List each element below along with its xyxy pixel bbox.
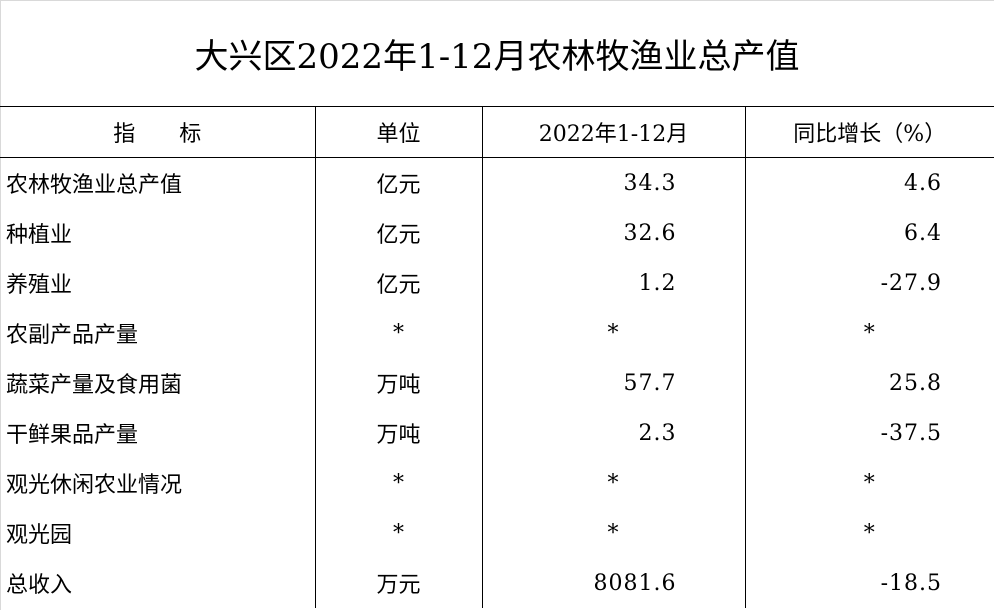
row-value[interactable]: 57.7 bbox=[481, 358, 745, 408]
table-row: 蔬菜产量及食用菌 万吨 57.7 25.8 bbox=[0, 358, 994, 408]
header-indicator-char-1: 指 bbox=[113, 122, 136, 147]
table-row: 种植业 亿元 32.6 6.4 bbox=[0, 208, 994, 258]
row-unit[interactable]: 亿元 bbox=[314, 157, 482, 208]
row-yoy[interactable]: 6.4 bbox=[744, 208, 994, 258]
row-value[interactable]: * bbox=[481, 458, 745, 508]
row-unit[interactable]: 万吨 bbox=[314, 408, 482, 458]
row-value[interactable]: 32.6 bbox=[481, 208, 745, 258]
table-row: 观光园 * * * bbox=[0, 508, 994, 558]
row-unit[interactable]: 万元 bbox=[314, 558, 482, 608]
table-row: 养殖业 亿元 1.2 -27.9 bbox=[0, 258, 994, 308]
row-yoy[interactable]: -18.5 bbox=[744, 558, 994, 608]
row-yoy[interactable]: * bbox=[744, 508, 994, 558]
data-table: 指标 单位 2022年1-12月 同比增长（%） 农林牧渔业总产值 亿元 34.… bbox=[0, 106, 994, 608]
row-yoy[interactable]: * bbox=[744, 308, 994, 358]
table-row: 农林牧渔业总产值 亿元 34.3 4.6 bbox=[0, 157, 994, 208]
row-label[interactable]: 农林牧渔业总产值 bbox=[6, 173, 183, 198]
sheet-top-gridline bbox=[0, 0, 994, 1]
row-unit[interactable]: * bbox=[314, 458, 482, 508]
table-row: 干鲜果品产量 万吨 2.3 -37.5 bbox=[0, 408, 994, 458]
row-yoy[interactable]: * bbox=[744, 458, 994, 508]
row-yoy[interactable]: -27.9 bbox=[744, 258, 994, 308]
row-unit[interactable]: 万吨 bbox=[314, 358, 482, 408]
header-unit[interactable]: 单位 bbox=[314, 106, 482, 158]
row-label[interactable]: 总收入 bbox=[6, 573, 73, 598]
row-unit[interactable]: 亿元 bbox=[314, 208, 482, 258]
header-indicator[interactable]: 指标 bbox=[0, 106, 315, 158]
header-yoy[interactable]: 同比增长（%） bbox=[744, 106, 994, 158]
header-indicator-char-2: 标 bbox=[179, 122, 202, 147]
header-row: 指标 单位 2022年1-12月 同比增长（%） bbox=[0, 106, 994, 158]
row-label[interactable]: 观光园 bbox=[6, 523, 73, 548]
sheet-left-gridline bbox=[0, 0, 1, 610]
row-unit[interactable]: * bbox=[314, 508, 482, 558]
header-period[interactable]: 2022年1-12月 bbox=[481, 106, 745, 158]
table-row: 总收入 万元 8081.6 -18.5 bbox=[0, 558, 994, 608]
row-value[interactable]: * bbox=[481, 508, 745, 558]
row-label[interactable]: 蔬菜产量及食用菌 bbox=[6, 373, 183, 398]
table-row: 观光休闲农业情况 * * * bbox=[0, 458, 994, 508]
row-unit[interactable]: 亿元 bbox=[314, 258, 482, 308]
row-label[interactable]: 养殖业 bbox=[6, 273, 73, 298]
row-label[interactable]: 种植业 bbox=[6, 223, 73, 248]
row-label[interactable]: 干鲜果品产量 bbox=[6, 423, 139, 448]
row-label[interactable]: 观光休闲农业情况 bbox=[6, 473, 183, 498]
row-unit[interactable]: * bbox=[314, 308, 482, 358]
row-value[interactable]: 2.3 bbox=[481, 408, 745, 458]
row-yoy[interactable]: 4.6 bbox=[744, 157, 994, 208]
table-title[interactable]: 大兴区2022年1-12月农林牧渔业总产值 bbox=[194, 36, 800, 77]
row-value[interactable]: 1.2 bbox=[481, 258, 745, 308]
row-yoy[interactable]: -37.5 bbox=[744, 408, 994, 458]
row-value[interactable]: 34.3 bbox=[481, 157, 745, 208]
row-label[interactable]: 农副产品产量 bbox=[6, 323, 139, 348]
table-row: 农副产品产量 * * * bbox=[0, 308, 994, 358]
row-value[interactable]: * bbox=[481, 308, 745, 358]
row-yoy[interactable]: 25.8 bbox=[744, 358, 994, 408]
row-value[interactable]: 8081.6 bbox=[481, 558, 745, 608]
